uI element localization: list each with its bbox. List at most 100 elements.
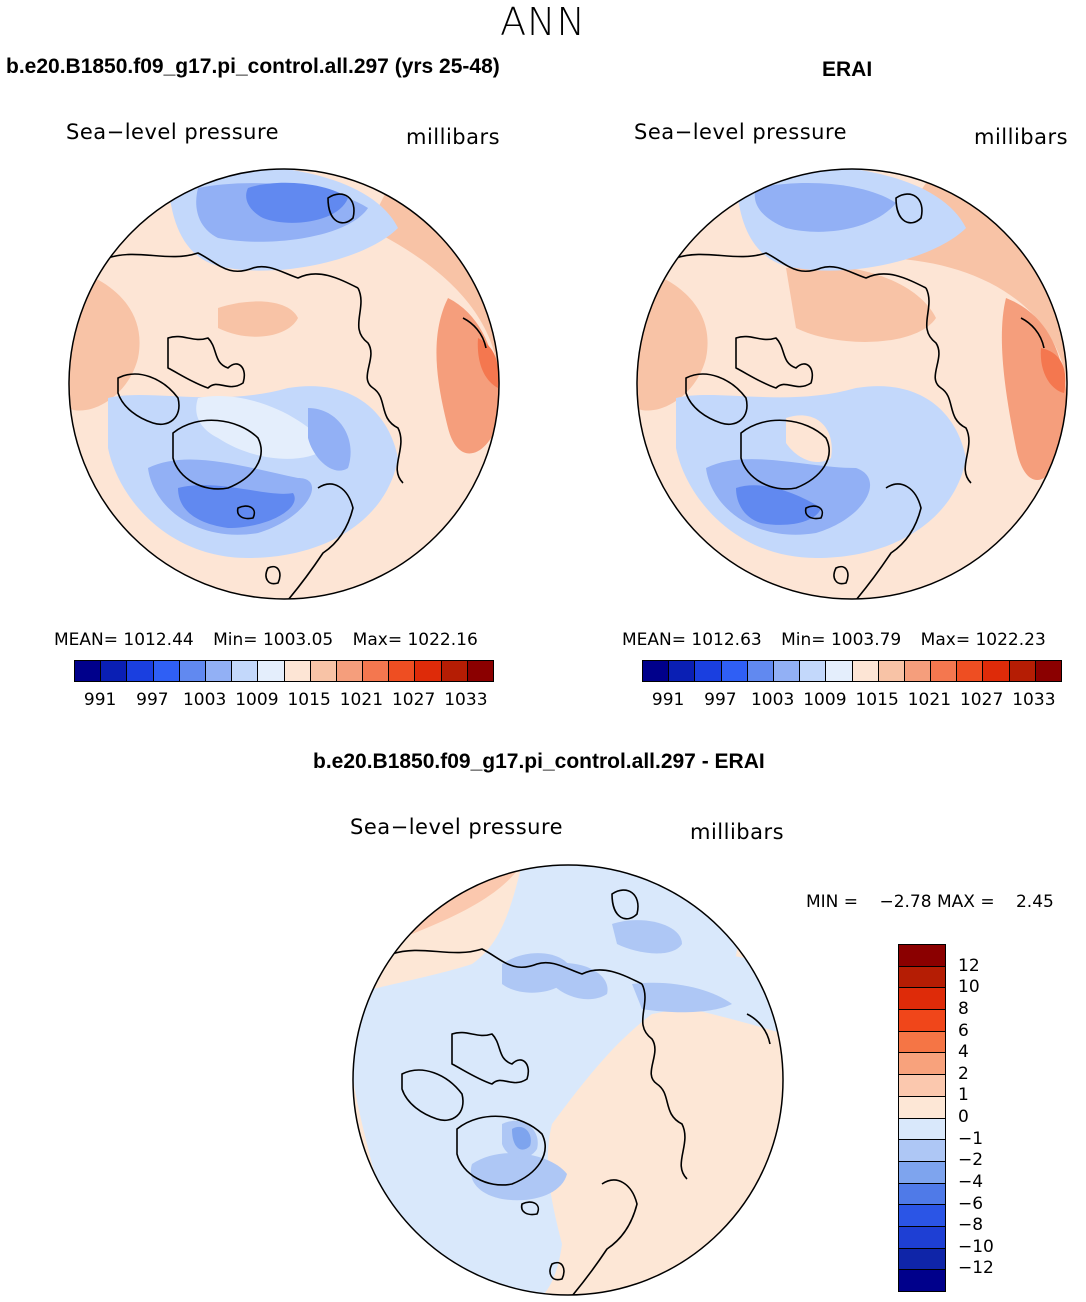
colorbar-swatch <box>643 661 670 681</box>
colorbar-swatch <box>467 661 493 681</box>
panel1-title: b.e20.B1850.f09_g17.pi_control.all.297 (… <box>6 55 500 78</box>
panel2-variable-label: Sea−level pressure <box>634 120 848 144</box>
colorbar-swatch <box>75 661 102 681</box>
colorbar-swatch <box>878 661 905 681</box>
panel2-units-label: millibars <box>974 125 1069 149</box>
colorbar-swatch <box>773 661 801 681</box>
diff-colorbar-swatch <box>899 1248 945 1271</box>
main-title: ANN <box>500 0 586 44</box>
colorbar-tick-label: 1009 <box>803 690 847 710</box>
panel2-mean-label: MEAN= <box>622 630 686 650</box>
diff-colorbar-tick-label: −6 <box>958 1193 984 1214</box>
colorbar-swatch <box>747 661 774 681</box>
colorbar-swatch <box>258 661 285 681</box>
diff-colorbar-swatch <box>899 945 945 967</box>
diff-colorbar-swatch <box>899 1205 945 1227</box>
panel2-min-value: 1003.79 <box>830 630 902 650</box>
diff-colorbar-swatch <box>899 1075 945 1097</box>
panel1-mean-label: MEAN= <box>54 630 118 650</box>
diff-colorbar-swatch <box>899 1010 945 1032</box>
colorbar-tick-label: 1033 <box>1012 690 1056 710</box>
panel2-colorbar <box>642 660 1062 682</box>
colorbar-swatch <box>957 661 984 681</box>
colorbar-swatch <box>931 661 958 681</box>
diff-max-label: MAX = <box>936 892 995 912</box>
diff-colorbar-tick-label: 6 <box>958 1020 969 1041</box>
colorbar-swatch <box>695 661 722 681</box>
diff-colorbar-swatch <box>899 966 945 989</box>
colorbar-tick-label: 1015 <box>287 690 331 710</box>
panel2-mean-value: 1012.63 <box>691 630 762 650</box>
colorbar-swatch <box>363 661 390 681</box>
diff-colorbar-swatch <box>899 1161 945 1184</box>
colorbar-swatch <box>983 661 1010 681</box>
panel1-min-label: Min= <box>213 630 258 650</box>
panel1-units-label: millibars <box>406 125 501 149</box>
diff-colorbar-swatch <box>899 1031 945 1054</box>
diff-colorbar-tick-label: −10 <box>958 1236 994 1257</box>
diff-colorbar-tick-label: 12 <box>958 955 980 976</box>
panel2-map <box>636 168 1068 600</box>
colorbar-swatch <box>800 661 827 681</box>
colorbar-tick-label: 991 <box>83 690 117 710</box>
diff-colorbar-swatch <box>899 1270 945 1291</box>
colorbar-swatch <box>284 661 311 681</box>
colorbar-tick-label: 997 <box>704 690 737 710</box>
panel1-max-value: 1022.16 <box>407 630 478 650</box>
diff-colorbar-tick-label: −12 <box>958 1258 994 1279</box>
diff-colorbar-tick-label: 8 <box>958 998 969 1019</box>
diff-colorbar-swatch <box>899 1140 945 1162</box>
colorbar-swatch <box>179 661 206 681</box>
colorbar-tick-label: 1027 <box>391 690 436 710</box>
diff-colorbar-tick-label: 10 <box>958 977 980 998</box>
colorbar-swatch <box>205 661 233 681</box>
diff-colorbar <box>898 944 946 1292</box>
panel2-max-value: 1022.23 <box>975 630 1046 650</box>
colorbar-swatch <box>310 661 337 681</box>
panel1-colorbar <box>74 660 494 682</box>
diff-colorbar-tick-label: 1 <box>958 1085 969 1106</box>
diff-units-label: millibars <box>690 820 785 844</box>
colorbar-tick-label: 1003 <box>750 690 795 710</box>
colorbar-swatch <box>1035 661 1061 681</box>
diff-colorbar-swatch <box>899 1053 945 1076</box>
colorbar-tick-label: 1003 <box>182 690 227 710</box>
colorbar-swatch <box>232 661 259 681</box>
diff-max-value: 2.45 <box>1015 892 1054 912</box>
colorbar-tick-label: 997 <box>136 690 169 710</box>
colorbar-tick-label: 1033 <box>444 690 488 710</box>
diff-colorbar-swatch <box>899 1226 945 1249</box>
diff-variable-label: Sea−level pressure <box>350 815 564 839</box>
colorbar-tick-label: 991 <box>651 690 685 710</box>
colorbar-swatch <box>669 661 696 681</box>
diff-colorbar-tick-label: 4 <box>958 1042 969 1063</box>
diff-colorbar-swatch <box>899 1096 945 1119</box>
colorbar-swatch <box>101 661 128 681</box>
diff-colorbar-swatch <box>899 988 945 1011</box>
panel1-map <box>68 168 500 600</box>
diff-colorbar-tick-label: 0 <box>958 1107 969 1127</box>
panel1-max-label: Max= <box>352 630 403 650</box>
colorbar-swatch <box>904 661 932 681</box>
panel1-min-value: 1003.05 <box>262 630 334 650</box>
colorbar-tick-label: 1021 <box>339 690 384 710</box>
colorbar-swatch <box>852 661 879 681</box>
colorbar-tick-label: 1027 <box>959 690 1004 710</box>
diff-colorbar-swatch <box>899 1118 945 1141</box>
diff-colorbar-tick-label: 2 <box>958 1063 969 1084</box>
diff-colorbar-tick-label: −1 <box>958 1128 984 1149</box>
panel1-variable-label: Sea−level pressure <box>66 120 280 144</box>
panel2-title: ERAI <box>822 58 873 81</box>
panel2-min-label: Min= <box>781 630 826 650</box>
diff-colorbar-tick-label: −2 <box>958 1150 984 1171</box>
diff-min-label: MIN = <box>806 892 859 912</box>
diff-title: b.e20.B1850.f09_g17.pi_control.all.297 -… <box>313 750 765 773</box>
diff-colorbar-tick-label: −4 <box>958 1171 984 1192</box>
colorbar-swatch <box>336 661 364 681</box>
colorbar-swatch <box>415 661 442 681</box>
panel2-max-label: Max= <box>920 630 971 650</box>
colorbar-swatch <box>441 661 468 681</box>
diff-colorbar-tick-label: −8 <box>958 1215 984 1236</box>
colorbar-tick-label: 1021 <box>907 690 952 710</box>
colorbar-swatch <box>1009 661 1036 681</box>
